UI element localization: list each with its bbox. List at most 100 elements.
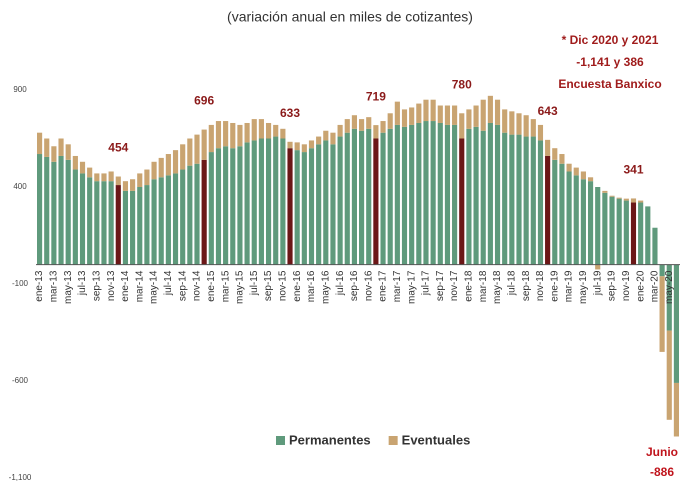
bar-segment xyxy=(323,140,329,265)
bar-segment xyxy=(480,99,486,131)
bar-segment xyxy=(673,264,679,383)
bar-segment xyxy=(416,103,422,123)
bar-segment xyxy=(165,175,171,265)
bar-segment xyxy=(444,105,451,125)
bar-segment xyxy=(630,198,637,203)
x-tick-label: nov-17 xyxy=(449,270,460,301)
bar-segment xyxy=(108,171,114,182)
x-tick-label: may-15 xyxy=(235,270,246,304)
bar-segment xyxy=(151,161,157,180)
bar-segment xyxy=(530,119,536,137)
bar-segment xyxy=(373,138,379,265)
x-tick-label: mar-19 xyxy=(564,270,575,302)
bar-segment xyxy=(208,152,214,265)
x-tick-label: may-20 xyxy=(664,270,675,304)
bar-segment xyxy=(301,144,307,153)
bar-segment xyxy=(530,136,536,265)
bar-segment xyxy=(523,136,529,265)
bar-segment xyxy=(437,105,443,123)
bar-segment xyxy=(545,155,551,265)
bar-segment xyxy=(273,124,279,137)
bar-segment xyxy=(494,124,501,265)
x-tick-label: mar-17 xyxy=(392,270,403,302)
annotation: 719 xyxy=(366,89,386,103)
bar-segment xyxy=(473,105,479,127)
bar-segment xyxy=(516,134,522,265)
x-tick-label: jul-14 xyxy=(163,270,174,296)
bar-segment xyxy=(208,124,214,153)
x-tick-label: sep-14 xyxy=(177,270,188,301)
bar-segment xyxy=(516,113,522,135)
bar-segment xyxy=(158,157,164,178)
bar-segment xyxy=(316,136,322,145)
bar-segment xyxy=(215,148,222,265)
bar-segment xyxy=(244,122,250,143)
bar-segment xyxy=(380,121,386,133)
bar-segment xyxy=(401,109,408,127)
x-tick-label: mar-20 xyxy=(650,270,661,302)
bar-segment xyxy=(201,159,207,265)
bar-segment xyxy=(466,128,472,265)
bar-segment xyxy=(101,173,107,182)
x-tick-label: sep-16 xyxy=(349,270,360,301)
bar-segment xyxy=(115,176,121,186)
bar-segment xyxy=(430,121,436,265)
x-tick-label: may-19 xyxy=(578,270,589,304)
bar-segment xyxy=(394,124,400,265)
bar-segment xyxy=(359,130,365,265)
bar-segment xyxy=(294,142,300,151)
y-tick-label: 900 xyxy=(13,85,27,94)
bar-segment xyxy=(187,138,193,166)
bar-segment xyxy=(452,124,458,265)
bar-segment xyxy=(51,161,57,265)
x-tick-label: jul-19 xyxy=(592,270,603,296)
bar-segment xyxy=(423,99,429,122)
x-tick-label: mar-18 xyxy=(478,270,489,302)
y-tick-label: -100 xyxy=(12,279,29,288)
bar-segment xyxy=(559,163,565,265)
bar-segment xyxy=(673,382,679,437)
bar-segment xyxy=(194,134,200,164)
bar-segment xyxy=(573,175,579,265)
x-tick-label: nov-16 xyxy=(363,270,374,301)
bar-segment xyxy=(666,264,672,331)
bar-segment xyxy=(373,125,379,139)
bar-segment xyxy=(502,132,508,265)
bar-segment xyxy=(273,136,279,265)
x-tick-label: ene-14 xyxy=(120,270,131,302)
bar-segment xyxy=(323,130,329,141)
x-tick-label: may-18 xyxy=(492,270,503,304)
bar-segment xyxy=(580,171,586,180)
x-tick-label: jul-17 xyxy=(421,270,432,296)
bar-segment xyxy=(308,140,315,149)
x-tick-label: nov-13 xyxy=(106,270,117,301)
bar-segment xyxy=(587,177,594,182)
x-tick-label: nov-15 xyxy=(278,270,289,301)
bar-segment xyxy=(94,173,100,182)
annotation: 341 xyxy=(623,163,643,177)
x-tick-label: jul-13 xyxy=(77,270,88,296)
bar-segment xyxy=(437,122,443,265)
x-tick-label: may-14 xyxy=(149,270,160,304)
bar-segment xyxy=(58,138,64,156)
bar-segment xyxy=(172,173,179,265)
bar-segment xyxy=(444,124,451,265)
bar-segment xyxy=(630,202,637,265)
bar-segment xyxy=(602,192,608,265)
note-line: * Dic 2020 y 2021 xyxy=(562,33,659,47)
x-tick-label: ene-16 xyxy=(292,270,303,302)
bar-segment xyxy=(137,187,143,265)
bar-segment xyxy=(158,177,164,265)
bar-segment xyxy=(623,198,629,201)
legend-swatch xyxy=(276,436,285,445)
bar-segment xyxy=(473,126,479,265)
bar-segment xyxy=(51,146,57,162)
bar-segment xyxy=(87,177,93,265)
bar-segment xyxy=(187,165,193,265)
x-tick-label: mar-15 xyxy=(220,270,231,302)
bar-segment xyxy=(609,195,615,197)
bar-segment xyxy=(330,132,336,145)
bar-segment xyxy=(459,138,465,265)
bar-segment xyxy=(459,113,465,139)
x-tick-label: sep-18 xyxy=(521,270,532,301)
